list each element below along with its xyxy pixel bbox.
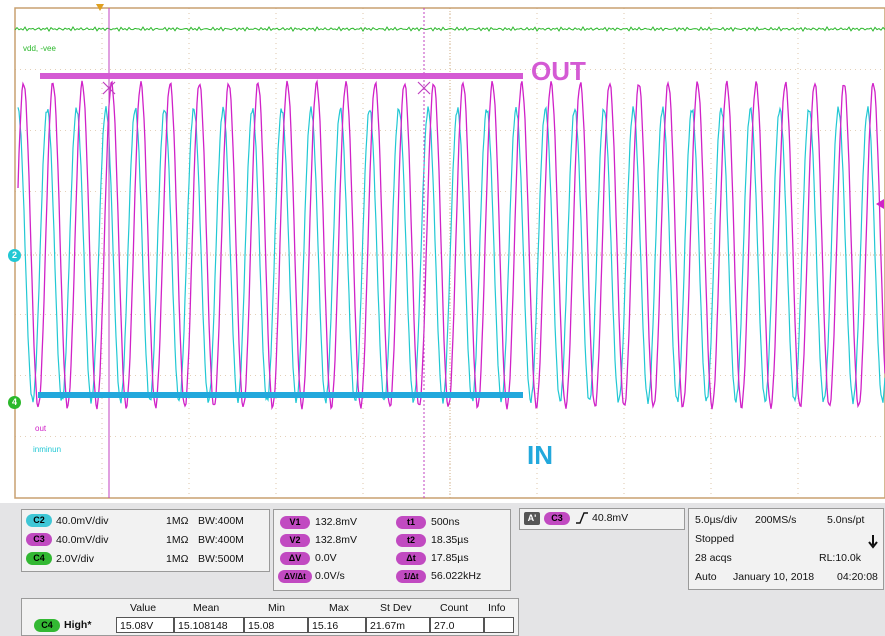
trigger-position-marker [96,4,104,11]
supply-trace [14,26,885,32]
out-level-bar [40,73,523,79]
channel-4-marker-text: 4 [11,397,17,407]
cursor-dv-value: 0.0V [315,552,337,564]
meas-value: 15.08V [116,617,174,633]
channel-impedance-c3: 1MΩ [166,534,189,546]
rising-edge-icon [575,511,589,525]
acquisition-panel[interactable]: 5.0µs/div 200MS/s 5.0ns/pt Stopped 28 ac… [688,508,884,590]
meas-header-value: Value [130,602,157,614]
channel-badge-c3[interactable]: C3 [26,533,52,546]
meas-mean: 15.108148 [174,617,244,633]
sample-rate: 200MS/s [755,514,797,526]
timebase: 5.0µs/div [695,514,738,526]
channel-impedance-c2: 1MΩ [166,515,189,527]
trigger-mode: Auto [695,571,717,583]
meas-max: 15.16 [308,617,366,633]
in-annotation: IN [527,440,553,470]
meas-header-max: Max [329,602,349,614]
cursor-cross-1 [102,81,116,95]
meas-min: 15.08 [244,617,308,633]
status-panel: C2 40.0mV/div 1MΩ BW:400M C3 40.0mV/div … [0,503,885,636]
cursor-readout-panel[interactable]: V1 132.8mV V2 132.8mV ΔV 0.0V ΔV/Δt 0.0V… [273,509,511,591]
meas-header-mean: Mean [193,602,220,614]
channel-scale-c2: 40.0mV/div [56,515,109,527]
meas-name: High* [64,619,92,631]
channel-4-ground-marker[interactable]: 4 [8,396,21,409]
output-trace [17,79,885,411]
cursor-dt-badge: Δt [396,552,426,565]
time-resolution: 5.0ns/pt [827,514,865,526]
cursor-dvdt-badge: ΔV/Δt [278,570,312,583]
trigger-channel-badge: C3 [544,512,570,525]
down-arrow-icon [868,535,878,549]
cursor-t2-value: 18.35µs [431,534,469,546]
vdd-trace-label: vdd, -vee [23,44,56,53]
channel-bandwidth-c3: BW:400M [198,534,244,546]
meas-header-stdev: St Dev [380,602,412,614]
trigger-level-marker [876,199,884,209]
channel-row-c3[interactable]: C3 40.0mV/div 1MΩ BW:400M [26,532,266,548]
cursor-t1-value: 500ns [431,516,460,528]
acquisition-date: January 10, 2018 [733,571,815,583]
cursor-v2-badge: V2 [280,534,310,547]
oscilloscope-display: vdd, -vee out inminun OUT IN 2 4 [8,4,885,499]
acquisition-state: Stopped [695,533,735,545]
trigger-level: 40.8mV [592,512,629,524]
cursor-v1-value: 132.8mV [315,516,358,528]
meas-channel-badge: C4 [34,619,60,632]
cursor-dv-badge: ΔV [280,552,310,565]
meas-stdev: 21.67m [366,617,430,633]
cursor-v2-value: 132.8mV [315,534,358,546]
trigger-panel[interactable]: A' C3 40.8mV [519,508,685,530]
cursor-v1-badge: V1 [280,516,310,529]
channel-scale-c3: 40.0mV/div [56,534,109,546]
record-length: RL:10.0k [819,552,862,564]
meas-count: 27.0 [430,617,484,633]
acquisition-count: 28 acqs [695,552,732,564]
channel-bandwidth-c2: BW:400M [198,515,244,527]
cursor-freq-value: 56.022kHz [431,570,482,582]
meas-header-count: Count [440,602,469,614]
channel-row-c4[interactable]: C4 2.0V/div 1MΩ BW:500M [26,551,266,567]
cursor-dvdt-value: 0.0V/s [315,570,345,582]
acquisition-time: 04:20:08 [837,571,878,583]
cursor-freq-badge: 1/Δt [396,570,426,583]
out-annotation: OUT [531,56,586,86]
cursor-dt-value: 17.85µs [431,552,469,564]
in-level-bar [38,392,523,398]
meas-header-min: Min [268,602,285,614]
measurement-panel[interactable]: Value Mean Min Max St Dev Count Info C4 … [21,598,519,636]
out-trace-label: out [35,424,47,433]
channel-row-c2[interactable]: C2 40.0mV/div 1MΩ BW:400M [26,513,266,529]
cursor-cross-2 [417,81,431,95]
channel-badge-c2[interactable]: C2 [26,514,52,527]
trigger-mode-badge: A' [524,512,540,525]
channel-scale-c4: 2.0V/div [56,553,94,565]
cursor-t1-badge: t1 [396,516,426,529]
meas-info [484,617,514,633]
channel-2-marker-text: 2 [11,250,17,260]
channel-impedance-c4: 1MΩ [166,553,189,565]
meas-header-info: Info [488,602,506,614]
channel-settings-panel: C2 40.0mV/div 1MΩ BW:400M C3 40.0mV/div … [21,509,270,572]
input-trace [17,105,885,405]
channel-badge-c4[interactable]: C4 [26,552,52,565]
waveform-graticule [14,4,885,499]
cursor-t2-badge: t2 [396,534,426,547]
channel-2-ground-marker[interactable]: 2 [8,249,21,262]
channel-bandwidth-c4: BW:500M [198,553,244,565]
in-trace-label: inminun [33,445,62,454]
